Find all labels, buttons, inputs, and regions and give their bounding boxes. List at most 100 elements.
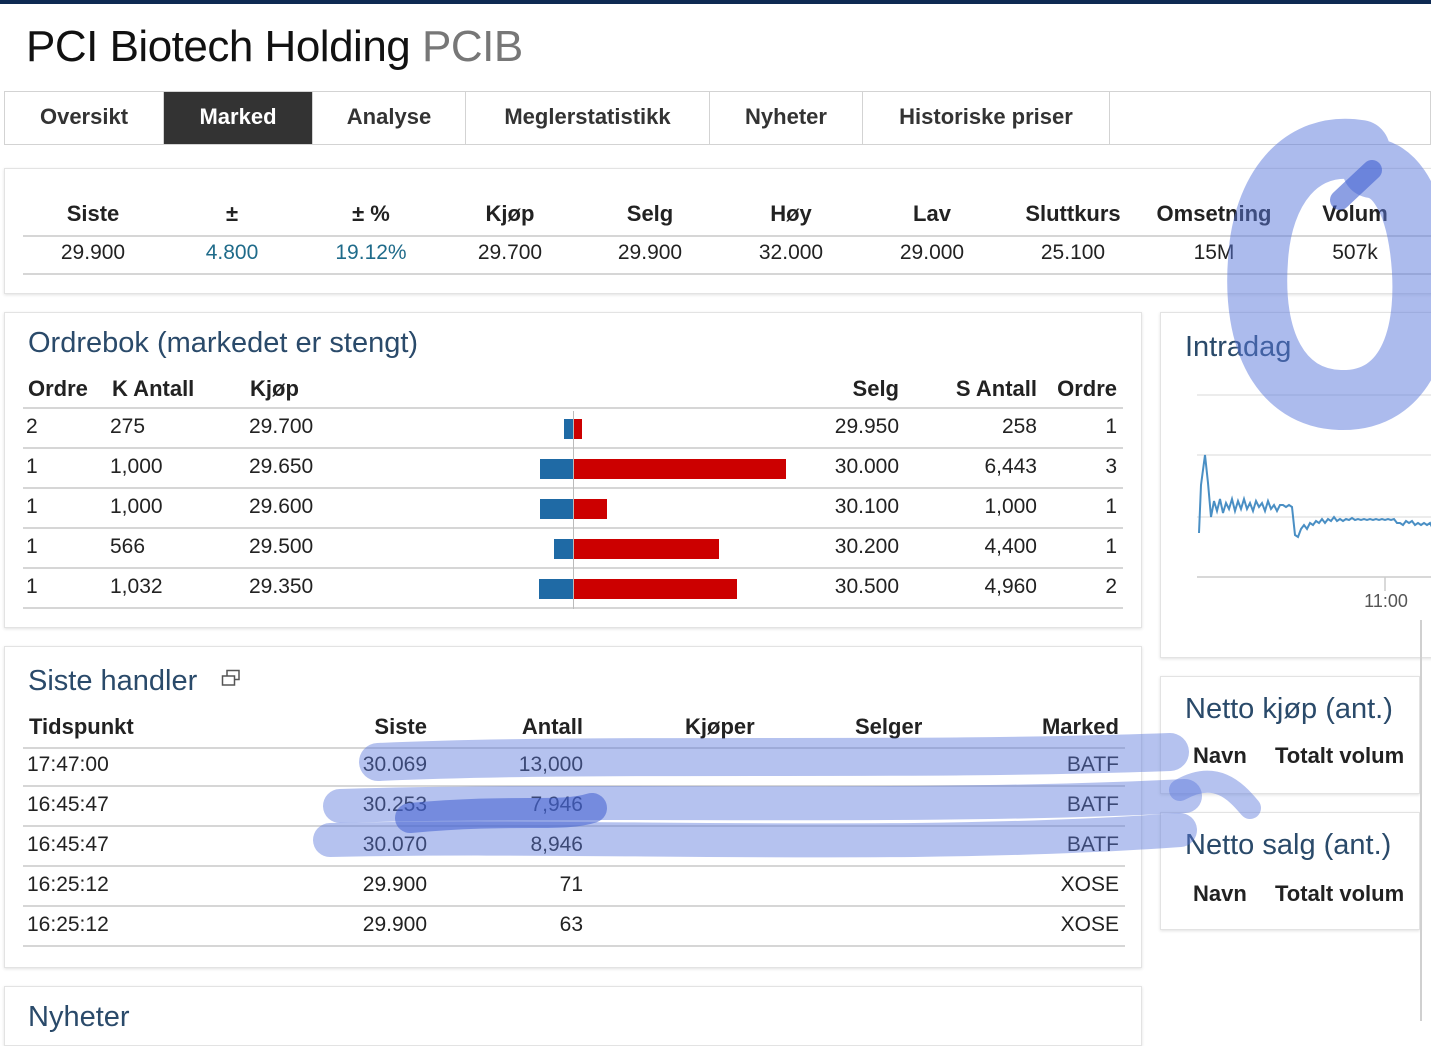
trade-qty: 7,946 [530, 793, 583, 816]
tab-marked[interactable]: Marked [164, 92, 313, 144]
trade-row-divider [23, 865, 1125, 867]
trade-time: 16:25:12 [27, 873, 109, 896]
trades-header-divider [23, 747, 1125, 749]
quote-bottom-divider [23, 273, 1431, 275]
orderbook-sell-depth-bar [574, 459, 787, 479]
trade-market: BATF [1066, 833, 1119, 856]
trades-panel: Siste handler Tidspunkt Siste Antall Kjø… [4, 646, 1142, 968]
trade-qty: 13,000 [518, 753, 583, 776]
trade-qty: 63 [559, 913, 583, 936]
net-sell-header-name: Navn [1193, 881, 1247, 906]
orderbook-sell-depth-bar [574, 579, 738, 599]
orderbook-sell-orders: 1 [1105, 495, 1117, 518]
orderbook-buy-qty: 275 [110, 415, 146, 438]
news-panel: Nyheter [4, 986, 1142, 1046]
orderbook-header-buy-orders: Ordre [28, 376, 88, 401]
orderbook-title: Ordrebok (markedet er stengt) [28, 327, 419, 359]
trade-time: 16:25:12 [27, 913, 109, 936]
trade-time: 16:45:47 [27, 793, 109, 816]
trade-market: XOSE [1060, 913, 1119, 936]
scrollbar-track[interactable] [1420, 620, 1422, 1021]
popout-icon[interactable] [221, 669, 241, 687]
quote-header-8: Omsetning [1156, 201, 1272, 226]
company-name: PCI Biotech Holding [26, 22, 411, 71]
orderbook-header-divider [23, 407, 1123, 409]
orderbook-buy-qty: 1,000 [110, 455, 163, 478]
orderbook-sell-depth-bar [574, 499, 607, 519]
quote-value-8: 15M [1193, 241, 1235, 264]
net-buy-panel: Netto kjøp (ant.) Navn Totalt volum [1160, 676, 1420, 794]
quote-header-6: Lav [913, 201, 951, 226]
trade-row-divider [23, 825, 1125, 827]
orderbook-sell-qty: 4,960 [984, 575, 1037, 598]
intraday-price-line [1198, 454, 1431, 539]
orderbook-sell-qty: 258 [1001, 415, 1037, 438]
orderbook-buy-price: 29.500 [249, 535, 314, 558]
quote-summary-panel: Siste 29.900 ±4.800 ± % 19.12% Kjøp 29.700 Selg… [4, 168, 1431, 294]
orderbook-header-sell-price: Selg [852, 376, 899, 401]
orderbook-buy-qty: 1,000 [110, 495, 163, 518]
net-buy-title: Netto kjøp (ant.) [1185, 693, 1393, 725]
orderbook-sell-orders: 3 [1105, 455, 1117, 478]
orderbook-sell-price: 29.950 [834, 415, 899, 438]
orderbook-buy-orders: 2 [26, 415, 38, 438]
orderbook-header-sell-orders: Ordre [1057, 376, 1117, 401]
trade-row-divider [23, 905, 1125, 907]
orderbook-sell-qty: 4,400 [984, 535, 1037, 558]
tab-meglerstatistikk[interactable]: Meglerstatistikk [466, 92, 710, 144]
orderbook-buy-price: 29.650 [249, 455, 314, 478]
tab-oversikt[interactable]: Oversikt [5, 92, 164, 144]
trades-title: Siste handler [28, 665, 198, 697]
intraday-panel: Intradag 11:00 [1160, 312, 1431, 658]
orderbook-sell-qty: 6,443 [984, 455, 1037, 478]
trade-qty: 71 [559, 873, 583, 896]
trades-header-last: Siste [374, 714, 427, 739]
net-sell-header-volume: Totalt volum [1275, 881, 1405, 906]
quote-header-9: Volum [1322, 201, 1388, 226]
trades-header-market: Marked [1041, 714, 1119, 739]
orderbook-buy-depth-bar [563, 419, 573, 439]
quote-header-4: Selg [626, 201, 674, 226]
orderbook-header-buy-qty: K Antall [112, 376, 195, 401]
orderbook-buy-orders: 1 [26, 575, 38, 598]
orderbook-panel: Ordrebok (markedet er stengt) Ordre K An… [4, 312, 1142, 628]
orderbook-buy-price: 29.350 [249, 575, 314, 598]
trade-last: 29.900 [362, 913, 427, 936]
orderbook-buy-price: 29.600 [249, 495, 314, 518]
tab-nyheter[interactable]: Nyheter [710, 92, 863, 144]
trade-last: 30.069 [362, 753, 427, 776]
quote-value-4: 29.900 [617, 241, 683, 264]
tab-analyse[interactable]: Analyse [313, 92, 466, 144]
trade-market: BATF [1066, 793, 1119, 816]
trades-header-buyer: Kjøper [685, 714, 755, 739]
trade-market: BATF [1066, 753, 1119, 776]
orderbook-sell-qty: 1,000 [984, 495, 1037, 518]
quote-header-5: Høy [770, 201, 812, 226]
quote-value-0: 29.900 [60, 241, 126, 264]
trade-row-divider [23, 945, 1125, 947]
orderbook-sell-price: 30.000 [834, 455, 899, 478]
orderbook-buy-price: 29.700 [249, 415, 314, 438]
intraday-time-label: 11:00 [1364, 591, 1408, 611]
tab-historiske-priser[interactable]: Historiske priser [863, 92, 1110, 144]
orderbook-sell-orders: 1 [1105, 535, 1117, 558]
trades-header-seller: Selger [855, 714, 923, 739]
quote-value-5: 32.000 [758, 241, 824, 264]
news-title[interactable]: Nyheter [28, 1001, 130, 1033]
orderbook-sell-price: 30.500 [834, 575, 899, 598]
quote-value-7: 25.100 [1040, 241, 1106, 264]
orderbook-sell-orders: 2 [1105, 575, 1117, 598]
ticker-symbol: PCIB [422, 22, 523, 71]
quote-header-divider [23, 235, 1431, 237]
orderbook-sell-depth-bar [574, 539, 719, 559]
net-sell-title: Netto salg (ant.) [1185, 829, 1392, 861]
orderbook-buy-depth-bar [539, 579, 573, 599]
trade-last: 30.070 [362, 833, 427, 856]
quote-header-2: ± % [352, 201, 390, 226]
net-sell-panel: Netto salg (ant.) Navn Totalt volum [1160, 812, 1420, 930]
trade-time: 17:47:00 [27, 753, 109, 776]
orderbook-buy-orders: 1 [26, 455, 38, 478]
orderbook-buy-depth-bar [540, 499, 573, 519]
quote-header-3: Kjøp [485, 201, 535, 226]
quote-value-2: 19.12% [335, 241, 407, 264]
